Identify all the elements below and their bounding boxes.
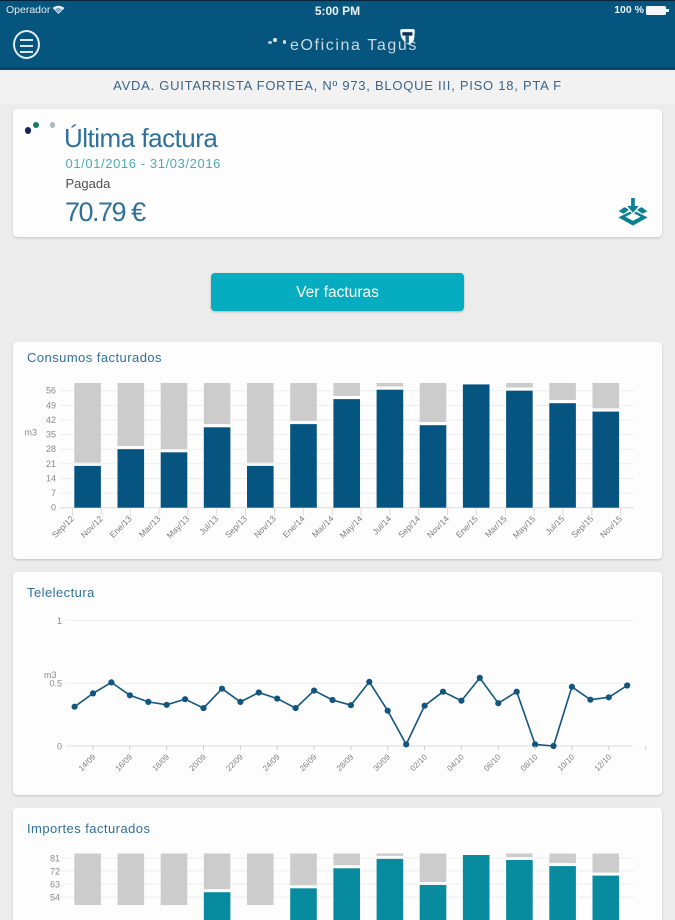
svg-text:24/09: 24/09 [261, 752, 282, 773]
svg-text:26/09: 26/09 [298, 752, 319, 773]
svg-text:Jul/13: Jul/13 [197, 513, 220, 536]
svg-text:12/10: 12/10 [593, 752, 614, 773]
svg-text:Ene/15: Ene/15 [454, 513, 480, 539]
svg-text:08/10: 08/10 [519, 752, 540, 773]
svg-text:May/13: May/13 [165, 513, 192, 540]
svg-text:63: 63 [50, 880, 60, 890]
svg-text:30/09: 30/09 [372, 752, 393, 773]
svg-text:Nov/14: Nov/14 [425, 513, 451, 539]
svg-text:Ene/13: Ene/13 [107, 513, 133, 539]
svg-text:Ene/14: Ene/14 [281, 513, 307, 539]
svg-text:28: 28 [46, 444, 56, 454]
svg-text:22/09: 22/09 [224, 752, 245, 773]
svg-text:Mar/15: Mar/15 [483, 513, 509, 539]
svg-text:06/10: 06/10 [482, 752, 503, 773]
svg-text:16/09: 16/09 [114, 752, 135, 773]
svg-text:21: 21 [46, 459, 56, 469]
svg-text:72: 72 [50, 867, 60, 877]
svg-text:28/09: 28/09 [335, 752, 356, 773]
svg-text:Sep/12: Sep/12 [50, 513, 76, 539]
svg-text:02/10: 02/10 [408, 752, 429, 773]
svg-text:20/09: 20/09 [187, 752, 208, 773]
svg-text:1: 1 [57, 616, 62, 626]
svg-text:Mar/13: Mar/13 [137, 513, 163, 539]
svg-text:10/10: 10/10 [556, 752, 577, 773]
svg-text:Sep/15: Sep/15 [569, 513, 595, 539]
svg-text:Sep/13: Sep/13 [223, 513, 249, 539]
svg-text:Mar/14: Mar/14 [310, 513, 336, 539]
svg-text:35: 35 [46, 430, 56, 440]
svg-text:0: 0 [57, 742, 62, 752]
svg-text:m3: m3 [24, 428, 37, 438]
svg-text:18/09: 18/09 [151, 752, 172, 773]
svg-text:49: 49 [46, 400, 56, 410]
svg-text:May/15: May/15 [511, 513, 538, 540]
svg-text:Nov/15: Nov/15 [598, 513, 624, 539]
svg-text:14: 14 [46, 474, 56, 484]
svg-text:Jul/15: Jul/15 [543, 513, 566, 536]
svg-text:04/10: 04/10 [445, 752, 466, 773]
svg-text:Sep/14: Sep/14 [396, 513, 422, 539]
svg-text:54: 54 [50, 893, 60, 903]
svg-text:14/09: 14/09 [77, 752, 98, 773]
svg-text:81: 81 [50, 854, 60, 864]
svg-text:0.5: 0.5 [49, 679, 62, 689]
svg-text:7: 7 [51, 488, 56, 498]
svg-text:Jul/14: Jul/14 [370, 513, 393, 536]
svg-text:56: 56 [46, 386, 56, 396]
svg-text:May/14: May/14 [338, 513, 365, 540]
svg-text:0: 0 [51, 503, 56, 513]
svg-text:Nov/12: Nov/12 [79, 513, 105, 539]
svg-text:Nov/13: Nov/13 [252, 513, 278, 539]
svg-text:m3: m3 [44, 670, 57, 680]
svg-text:42: 42 [46, 415, 56, 425]
